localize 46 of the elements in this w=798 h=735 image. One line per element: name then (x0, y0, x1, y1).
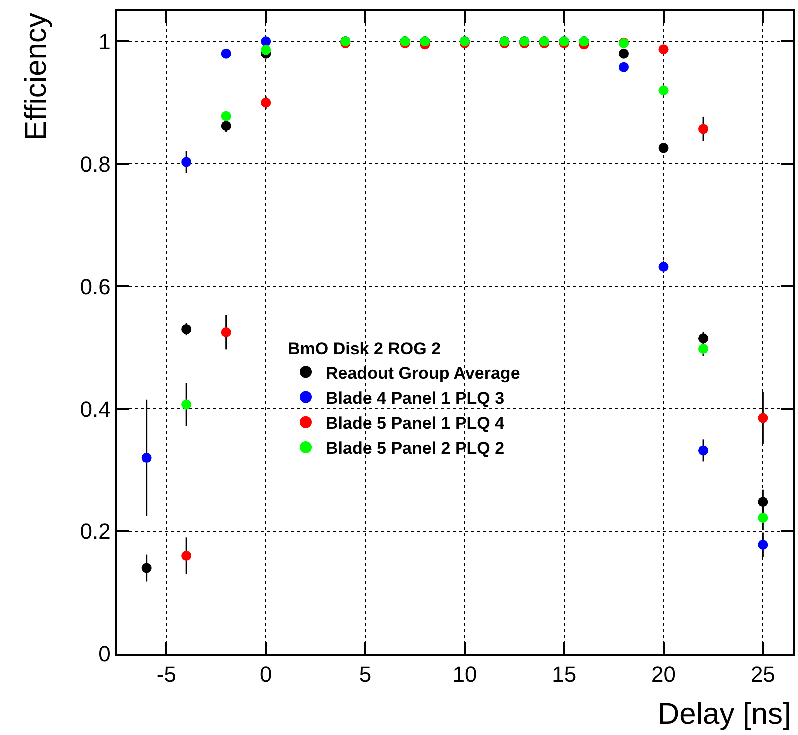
point (658, 44, 669, 55)
y-tick-label: 0.4 (80, 396, 111, 422)
point (182, 551, 192, 562)
y-axis-title: Efficiency (20, 13, 53, 141)
point (261, 98, 272, 108)
point (658, 143, 669, 154)
y-tick-label: 0.6 (80, 274, 111, 300)
point (142, 453, 152, 464)
legend-label: Blade 4 Panel 1 PLQ 3 (326, 388, 505, 408)
x-tick-label: 5 (359, 662, 372, 688)
point (182, 400, 192, 410)
point (182, 324, 192, 334)
point (261, 36, 272, 47)
x-tick-label: 15 (552, 662, 577, 688)
legend-label: Blade 5 Panel 2 PLQ 2 (326, 439, 505, 458)
point (698, 446, 709, 456)
x-axis-title: Delay [ns] (658, 698, 792, 731)
point (619, 62, 629, 72)
y-tick-label: 0.8 (80, 152, 111, 177)
point (698, 124, 709, 134)
point (221, 328, 232, 338)
x-tick-label: 25 (750, 662, 776, 688)
point (619, 48, 629, 59)
point (758, 513, 768, 524)
legend-label: Readout Group Average (326, 364, 520, 383)
point (758, 413, 768, 424)
x-tick-label: -5 (156, 662, 176, 688)
point (221, 121, 232, 132)
point (142, 563, 152, 574)
point (658, 262, 669, 272)
point (698, 344, 709, 354)
point (658, 86, 669, 96)
legend-title: BmO Disk 2 ROG 2 (288, 340, 442, 359)
x-tick-label: 0 (260, 662, 272, 688)
x-tick-label: 10 (452, 662, 478, 688)
legend-label: Blade 5 Panel 1 PLQ 4 (326, 414, 506, 433)
point (182, 157, 192, 168)
y-tick-label: 1 (98, 29, 111, 54)
point (261, 45, 272, 56)
y-tick-label: 0.2 (80, 519, 111, 544)
point (221, 48, 232, 59)
point (758, 497, 768, 508)
point (758, 540, 768, 550)
x-tick-label: 20 (652, 662, 676, 688)
point (221, 111, 232, 122)
y-tick-label: 0 (98, 642, 111, 667)
